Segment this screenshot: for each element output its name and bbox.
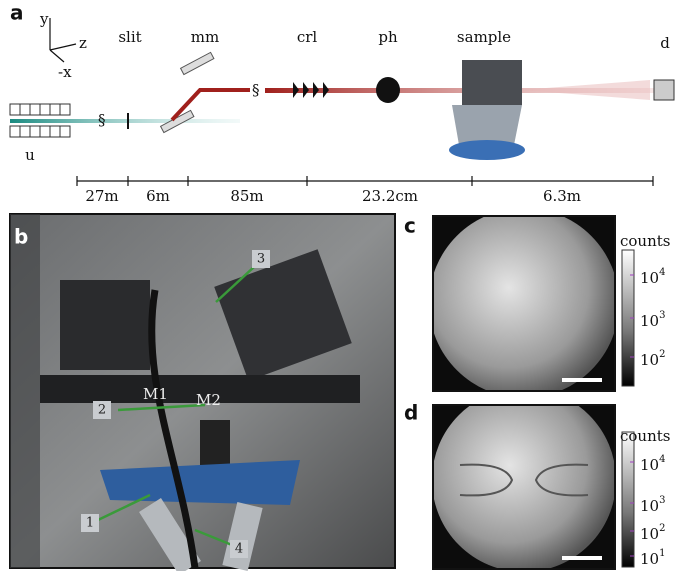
text-part: 10 [640, 351, 659, 369]
panel-label: d [404, 401, 418, 425]
beam [10, 119, 240, 123]
panel-label: c [404, 214, 416, 238]
shape [50, 44, 76, 50]
shape [449, 140, 525, 160]
colorbar-title: counts [620, 427, 670, 445]
text-part: 10 [640, 550, 659, 568]
pinhole [376, 77, 400, 103]
shape [60, 280, 150, 370]
break-mark: § [98, 111, 106, 129]
sample-stage [449, 60, 525, 160]
colorbar-tick: 103 [640, 310, 665, 331]
colorbar-tick: 102 [640, 523, 665, 544]
text-part: 4 [659, 454, 665, 465]
beam-fan [520, 80, 650, 100]
colorbar-title: counts [620, 232, 670, 250]
text-part: 3 [659, 310, 665, 321]
marker: 4 [235, 542, 243, 557]
shape [50, 50, 64, 62]
text-part: 2 [659, 349, 665, 360]
mirror-label: M1 [143, 385, 168, 403]
colorbar-tick: 101 [640, 548, 665, 569]
figure: a y z -x slit mm crl ph sample d u § § 2… [0, 0, 678, 571]
distance-label: 6m [146, 187, 170, 205]
mirror-label: M2 [196, 391, 221, 409]
colorbar [622, 432, 634, 567]
mirror [181, 52, 214, 74]
text-part: 10 [640, 456, 659, 474]
axis-label: y [39, 10, 49, 28]
beam-profile [432, 388, 616, 571]
colorbar-tick: 102 [640, 349, 665, 370]
component-label: ph [378, 28, 398, 46]
component-label: mm [191, 28, 219, 46]
panel-label: a [10, 1, 24, 25]
distance-label: 23.2cm [362, 187, 418, 205]
text-part: 10 [640, 269, 659, 287]
distance-label: 6.3m [543, 187, 581, 205]
marker: 3 [257, 252, 265, 267]
colorbar-tick: 104 [640, 267, 665, 288]
text-part: 3 [659, 495, 665, 506]
axes-icon: y z -x [39, 10, 87, 81]
component-label: u [25, 146, 35, 164]
panel-label: b [14, 225, 28, 249]
distance-bar [77, 176, 653, 186]
shape [10, 214, 40, 568]
text-part: 1 [659, 548, 665, 559]
component-label: sample [457, 28, 511, 46]
axis-label: z [79, 34, 87, 52]
component-label: slit [118, 28, 141, 46]
scale-bar [562, 378, 602, 382]
marker: 2 [98, 403, 106, 418]
detector [654, 80, 674, 100]
scale-bar [562, 556, 602, 560]
colorbar-tick: 104 [640, 454, 665, 475]
axis-label: -x [58, 63, 72, 81]
component-label: d [660, 34, 670, 52]
component-label: crl [297, 28, 318, 46]
beam-profile [429, 208, 619, 398]
shape [462, 60, 522, 105]
text-part: 4 [659, 267, 665, 278]
text-part: 10 [640, 312, 659, 330]
marker: 1 [86, 516, 94, 531]
break-mark: § [252, 81, 260, 99]
distance-label: 27m [85, 187, 118, 205]
colorbar-tick: 103 [640, 495, 665, 516]
text-part: 2 [659, 523, 665, 534]
shape [452, 105, 522, 145]
text-part: 10 [640, 497, 659, 515]
distance-label: 85m [230, 187, 263, 205]
text-part: 10 [640, 525, 659, 543]
